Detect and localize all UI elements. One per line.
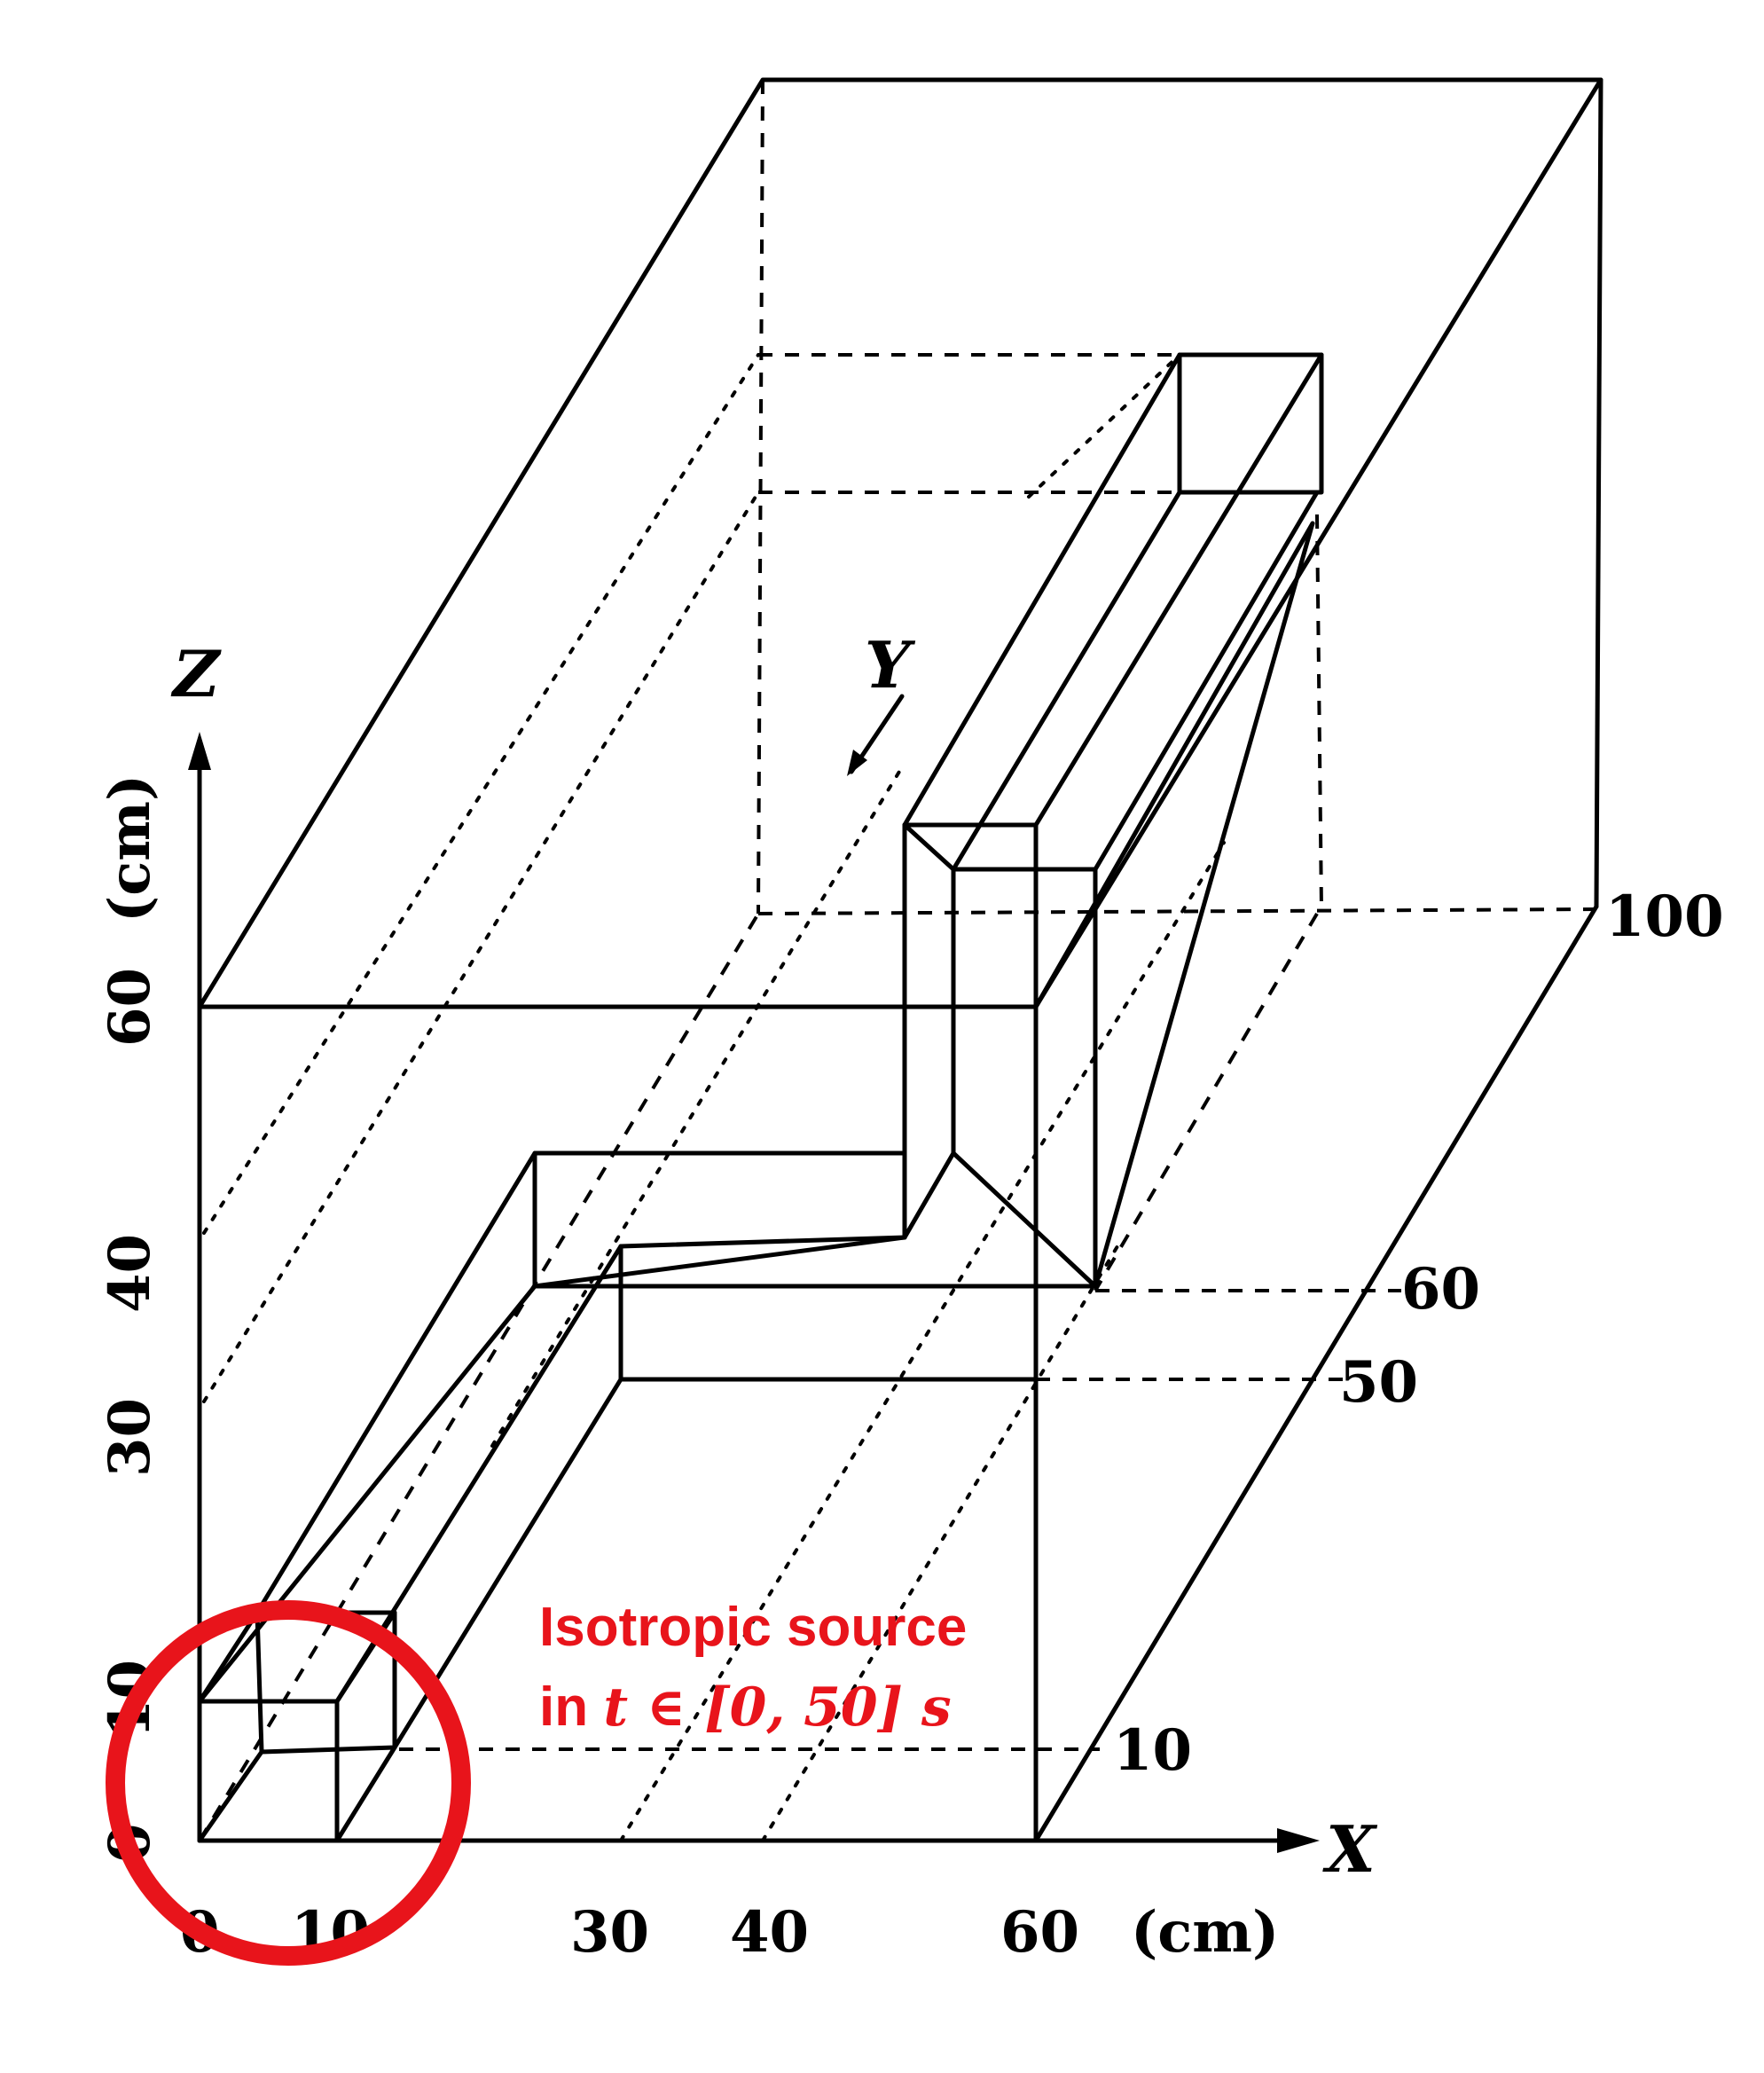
duct-step-edge xyxy=(902,1150,956,1240)
hidden-floor-diagonal xyxy=(1094,912,1319,1292)
duct-raised-side xyxy=(951,867,1098,1289)
y-tick-100: 100 xyxy=(1605,883,1724,950)
duct-step-top-edge xyxy=(618,1235,907,1249)
duct-leg1-edge xyxy=(334,1244,623,1704)
x-axis-arrowhead xyxy=(1277,1828,1320,1853)
source-cube-edge xyxy=(197,1749,264,1843)
x-tick-60: 60 xyxy=(1000,1899,1079,1966)
hidden-box-edges xyxy=(198,79,1597,1842)
x-tick-30: 30 xyxy=(570,1899,649,1966)
source-cube-front xyxy=(197,1699,340,1843)
x-tick-labels: 0 10 30 40 60 (cm) xyxy=(180,1899,1279,1966)
y-axis-arrowhead xyxy=(847,750,867,776)
z-tick-30: 30 xyxy=(97,1398,163,1477)
annotation-line2: in t ∈ [0, 50] s xyxy=(539,1676,952,1739)
duct-exit-square xyxy=(1177,352,1324,495)
duct-far-leg-edge xyxy=(1093,521,1315,1289)
duct-far-leg-edge xyxy=(902,352,1182,828)
duct-far-leg-edge xyxy=(951,490,1182,872)
y-tick-labels: 10 50 60 100 xyxy=(1113,883,1724,1784)
annotation-line2-prefix: in xyxy=(539,1676,603,1738)
duct-far-leg-edge xyxy=(1033,521,1315,1009)
hidden-duct-lines xyxy=(202,353,1401,1842)
x-tick-40: 40 xyxy=(730,1899,809,1966)
hidden-diagonal-3 xyxy=(490,761,906,1448)
duct-far-leg-edge xyxy=(1093,490,1320,872)
duct-step-upper xyxy=(532,1150,907,1289)
hidden-bottom-left-edge xyxy=(198,912,760,1842)
axes: Z Y X xyxy=(170,627,1378,1887)
source-highlight-circle xyxy=(106,1600,471,1966)
source-cube-edge xyxy=(334,1745,397,1843)
z-axis-arrowhead xyxy=(188,732,211,770)
hidden-diagonal-6 xyxy=(1027,353,1181,499)
z-tick-40: 40 xyxy=(97,1234,163,1313)
y-tick-50: 50 xyxy=(1339,1349,1418,1416)
hidden-back-left-vertical-edge xyxy=(757,79,764,915)
hidden-back-bottom-edge xyxy=(757,907,1597,915)
y-tick-10: 10 xyxy=(1113,1717,1192,1784)
duct-leg1-edge xyxy=(197,1284,537,1704)
box-back-right-vertical-edge xyxy=(1594,77,1603,909)
duct-far-leg-edge xyxy=(1033,352,1324,828)
box-bottom-right-edge xyxy=(1033,904,1599,1843)
z-tick-60: 60 xyxy=(97,968,163,1047)
duct-raised-edge xyxy=(902,822,956,872)
x-axis-unit: (cm) xyxy=(1131,1899,1279,1966)
annotation-line1: Isotropic source xyxy=(539,1597,967,1658)
annotation-time-interval: t ∈ [0, 50] s xyxy=(603,1676,951,1739)
duct-raised-front xyxy=(902,822,1039,1009)
duct xyxy=(197,352,1324,1843)
z-axis-label: Z xyxy=(170,636,222,711)
hidden-diagonal-1 xyxy=(202,353,760,1235)
hidden-diagonal-4 xyxy=(619,841,1226,1842)
z-axis-unit: (cm) xyxy=(97,774,163,923)
x-axis-label: X xyxy=(1322,1811,1378,1887)
hidden-diagonal-2 xyxy=(202,491,760,1403)
box-top-face xyxy=(197,77,1603,1009)
y-axis-label: Y xyxy=(865,627,916,703)
duct-leg1-edge xyxy=(255,1150,537,1615)
hidden-diagonal-5 xyxy=(761,1245,1119,1842)
outer-box xyxy=(197,77,1603,1843)
y-tick-60: 60 xyxy=(1401,1256,1480,1323)
hidden-duct-end-vertical xyxy=(1315,514,1323,910)
source-annotation: Isotropic source in t ∈ [0, 50] s xyxy=(106,1597,967,1966)
